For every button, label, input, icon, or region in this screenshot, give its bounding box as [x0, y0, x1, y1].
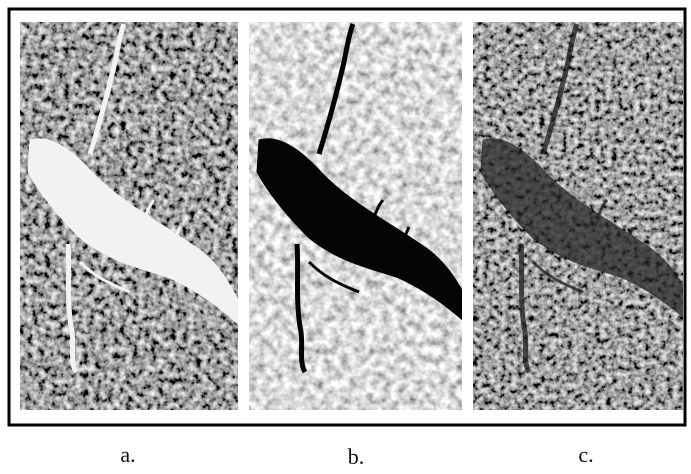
- panel-label: a.: [120, 442, 135, 467]
- page: a. b. c. (() => { const data = JSON.pars…: [0, 0, 691, 474]
- panel-a-image: [20, 22, 238, 410]
- panel-label: b.: [348, 444, 365, 469]
- panel-label: c.: [578, 442, 593, 467]
- figure: a. b. c.: [0, 0, 691, 474]
- panel-c-image: [473, 22, 691, 410]
- panel-b-image: [249, 22, 467, 410]
